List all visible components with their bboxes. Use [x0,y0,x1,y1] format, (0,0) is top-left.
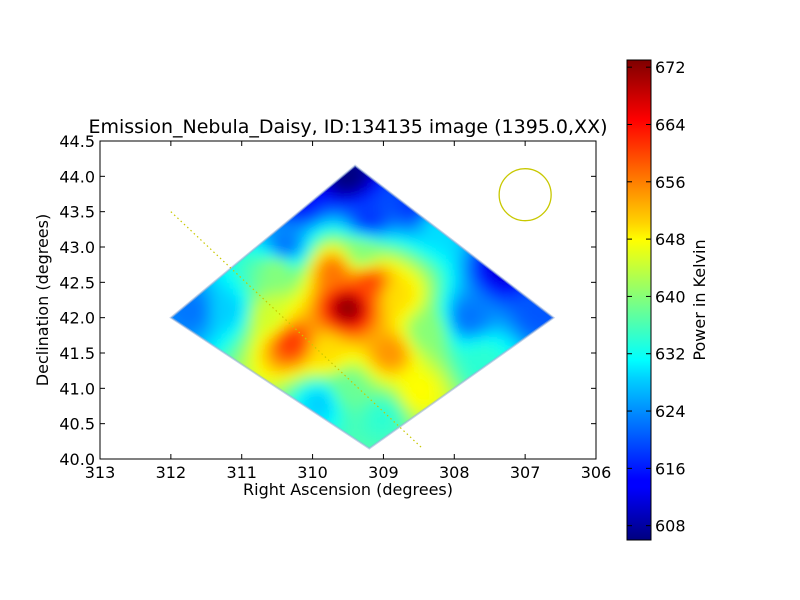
colorbar-tick-label: 664 [655,115,686,134]
plot-area: 313 312 311 310 309 308 307 306 40.0 40.5 41.0 41.… [59,132,611,482]
x-tick-label: 309 [368,463,399,482]
y-tick-label: 44.0 [59,167,95,186]
x-tick-label: 310 [297,463,328,482]
x-axis: 313 312 311 310 309 308 307 306 [85,141,612,482]
colorbar-tick-label: 672 [655,58,686,77]
colorbar-tick-label: 608 [655,517,686,536]
chart-title: Emission_Nebula_Daisy, ID:134135 image (… [88,116,607,138]
y-tick-label: 41.5 [59,344,95,363]
beam-circle [498,168,552,222]
colorbar-tick-label: 632 [655,345,686,364]
x-tick-label: 313 [85,463,116,482]
colorbar-tick-label: 616 [655,459,686,478]
colorbar-tick-label: 648 [655,230,686,249]
x-tick-label: 306 [581,463,612,482]
y-tick-label: 41.0 [59,379,95,398]
y-tick-label: 43.0 [59,238,95,257]
y-tick-label: 40.0 [59,450,95,469]
colorbar-tick-label: 624 [655,402,686,421]
y-tick-label: 40.5 [59,415,95,434]
colorbar-tick-label: 656 [655,173,686,192]
plot-frame [99,140,597,460]
colorbar: 608 616 624 632 640 648 656 664 672 Power in Kel… [626,58,709,541]
y-tick-label: 44.5 [59,132,95,151]
colorbar-label: Power in Kelvin [690,239,709,360]
overlay [170,168,552,449]
x-tick-label: 308 [439,463,470,482]
y-tick-label: 43.5 [59,203,95,222]
y-axis-label: Declination (degrees) [33,214,52,386]
x-tick-label: 312 [156,463,187,482]
y-tick-label: 42.5 [59,273,95,292]
colorbar-ticks: 608 616 624 632 640 648 656 664 672 [627,58,686,536]
y-tick-label: 42.0 [59,309,95,328]
x-tick-label: 311 [226,463,257,482]
colorbar-gradient [626,59,652,541]
x-axis-label: Right Ascension (degrees) [243,480,453,499]
y-axis: 40.0 40.5 41.0 41.5 42.0 42.5 43.0 43.5 44.0 44.5 [59,132,596,469]
x-tick-label: 307 [510,463,541,482]
colorbar-tick-label: 640 [655,287,686,306]
footprint-edge [169,164,556,450]
